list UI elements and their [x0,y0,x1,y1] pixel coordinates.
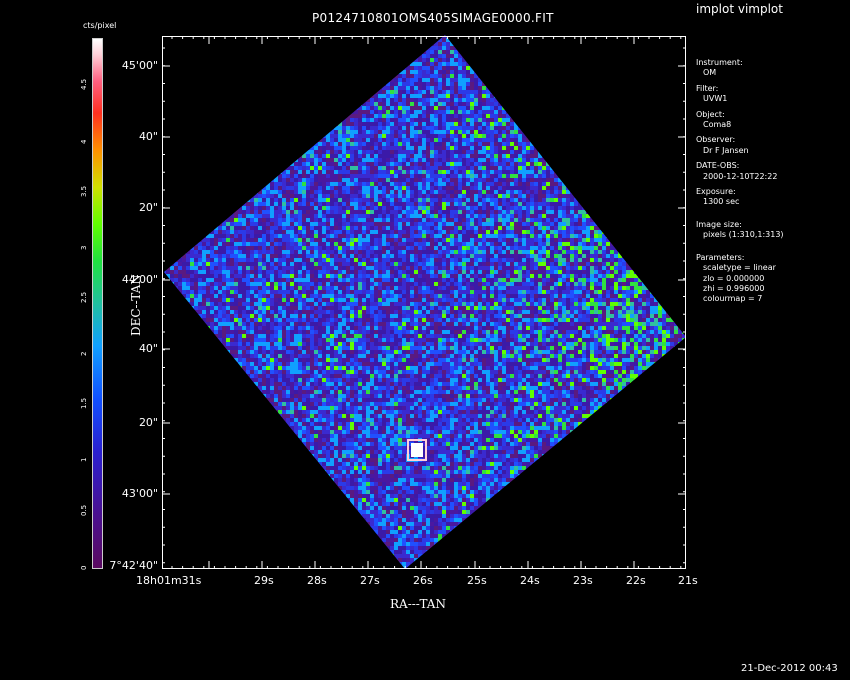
x-tick-label: 23s [573,574,593,587]
scaletype-value: scaletype = linear [703,263,776,273]
image-size-label: Image size: [696,219,742,229]
instrument-value: OM [703,68,717,78]
x-tick-label: 27s [360,574,380,587]
colourmap-value: colourmap = 7 [703,294,763,304]
y-tick-label: 20" [138,416,158,429]
colorbar [92,38,103,569]
instrument-label: Instrument: [696,58,743,67]
plot-frame [162,36,686,569]
y-axis-label: DEC--TAN [129,274,143,336]
y-tick-label: 20" [138,201,158,214]
object-value: Coma8 [703,120,732,130]
x-tick-label: 29s [254,574,274,587]
y-tick-label: 43'00" [121,487,158,500]
x-tick-label: 18h01m31s [136,574,202,587]
timestamp: 21-Dec-2012 00:43 [741,663,838,674]
date-label: DATE-OBS: [696,161,740,171]
y-tick-label: 40" [138,342,158,355]
filter-label: Filter: [696,83,719,93]
y-tick-label: 44'00" [121,273,158,286]
x-tick-label: 28s [307,574,327,587]
bright-source [411,443,423,457]
image-size-value: pixels (1:310,1:313) [703,230,784,240]
parameters-label: Parameters: [696,252,745,262]
x-tick-label: 26s [413,574,433,587]
exposure-value: 1300 sec [703,197,740,207]
info-panel: Instrument: OM Filter: UVW1 Object: Coma… [696,58,784,305]
y-tick-label: 45'00" [121,59,158,72]
observer-value: Dr F Jansen [703,145,749,155]
zhi-value: zhi = 0.996000 [703,283,765,293]
y-tick-label: 7°42'40" [109,559,158,572]
y-tick-label: 40" [138,130,158,143]
exposure-label: Exposure: [696,187,736,197]
object-label: Object: [696,109,725,119]
observer-label: Observer: [696,135,736,145]
x-axis-label: RA---TAN [390,597,446,611]
plot-title: P0124710801OMS405SIMAGE0000.FIT [312,11,554,25]
x-tick-label: 22s [626,574,646,587]
x-tick-label: 21s [678,574,698,587]
colorbar-unit-label: cts/pixel [83,21,117,30]
zlo-value: zlo = 0.000000 [703,273,765,283]
filter-value: UVW1 [703,94,728,104]
date-value: 2000-12-10T22:22 [703,171,778,181]
program-name: implot vimplot [696,2,783,16]
x-tick-label: 24s [520,574,540,587]
x-tick-label: 25s [467,574,487,587]
